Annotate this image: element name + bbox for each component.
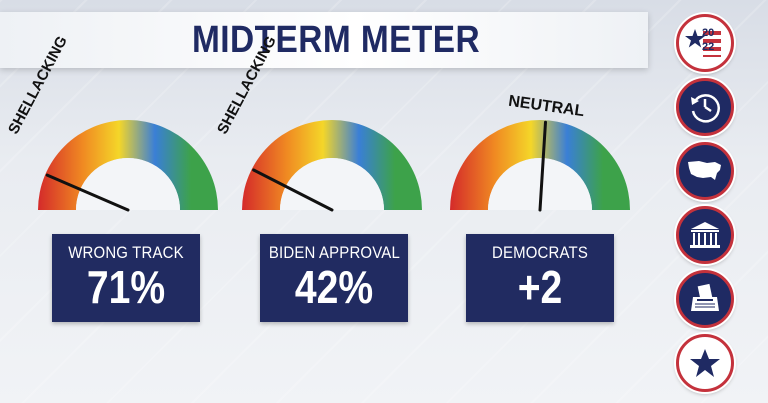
title-bar [0, 12, 648, 68]
card-label: BIDEN APPROVAL [268, 243, 400, 262]
card-label: DEMOCRATS [491, 243, 589, 262]
card-value: 71% [86, 261, 166, 313]
gauge-2-svg [242, 120, 422, 212]
gauge-democrats [440, 108, 640, 218]
card-label: WRONG TRACK [68, 243, 184, 262]
gauge-wrong-track [28, 108, 228, 218]
gauge-3-svg [450, 120, 630, 212]
us-map-icon[interactable] [676, 142, 734, 200]
card-democrats: DEMOCRATS +2 [466, 234, 614, 322]
gauge-needle [45, 173, 130, 212]
gauge-1-svg [38, 120, 218, 212]
history-clock-icon[interactable] [676, 78, 734, 136]
gauge-arc [242, 120, 422, 210]
logo-year-bottom: 22 [702, 41, 715, 53]
gauge-arc [450, 120, 630, 210]
2022-logo-icon[interactable] [676, 14, 734, 72]
gauge-biden-approval [232, 108, 432, 218]
page-title: MIDTERM METER [192, 19, 481, 61]
card-wrong-track: WRONG TRACK 71% [52, 234, 200, 322]
card-biden-approval: BIDEN APPROVAL 42% [260, 234, 408, 322]
gauge-inner [76, 158, 180, 210]
logo-year-top: 20 [702, 27, 715, 39]
star-icon[interactable] [676, 334, 734, 392]
ballot-box-icon[interactable] [676, 270, 734, 328]
gauge-needle [538, 120, 547, 212]
card-value: 42% [294, 261, 374, 313]
gauge-arc [38, 120, 218, 210]
gauge-inner [488, 158, 592, 210]
card-value: +2 [517, 261, 563, 313]
capitol-building-icon[interactable] [676, 206, 734, 264]
gauge-needle [252, 168, 334, 212]
sidebar: 20 22 [676, 14, 738, 392]
